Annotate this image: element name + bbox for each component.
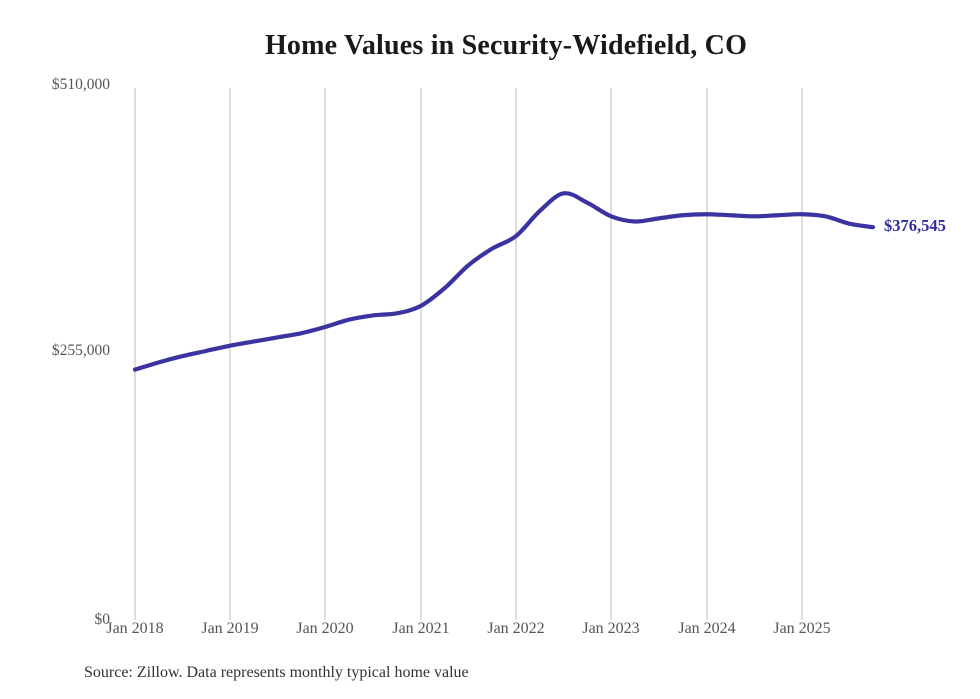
- y-tick-label: $255,000: [51, 342, 110, 359]
- series-line: [132, 191, 876, 372]
- source-note: Source: Zillow. Data represents monthly …: [84, 664, 469, 681]
- x-tick-label: Jan 2019: [201, 620, 259, 637]
- x-tick-label: Jan 2022: [487, 620, 545, 637]
- end-value-annotation: $376,545: [884, 216, 946, 236]
- x-tick-label: Jan 2021: [392, 620, 450, 637]
- x-tick-label: Jan 2024: [678, 620, 736, 637]
- page-title: Home Values in Security-Widefield, CO: [264, 30, 748, 61]
- y-tick-label: $510,000: [51, 76, 110, 93]
- x-tick-label: Jan 2020: [296, 620, 354, 637]
- y-axis: $510,000 $255,000 $0: [0, 0, 110, 699]
- gridlines: [134, 88, 803, 620]
- x-tick-label: Jan 2018: [106, 620, 164, 637]
- x-tick-label: Jan 2025: [773, 620, 831, 637]
- x-tick-label: Jan 2023: [582, 620, 640, 637]
- y-tick-label: $0: [94, 611, 111, 628]
- series-line-group: [132, 191, 876, 372]
